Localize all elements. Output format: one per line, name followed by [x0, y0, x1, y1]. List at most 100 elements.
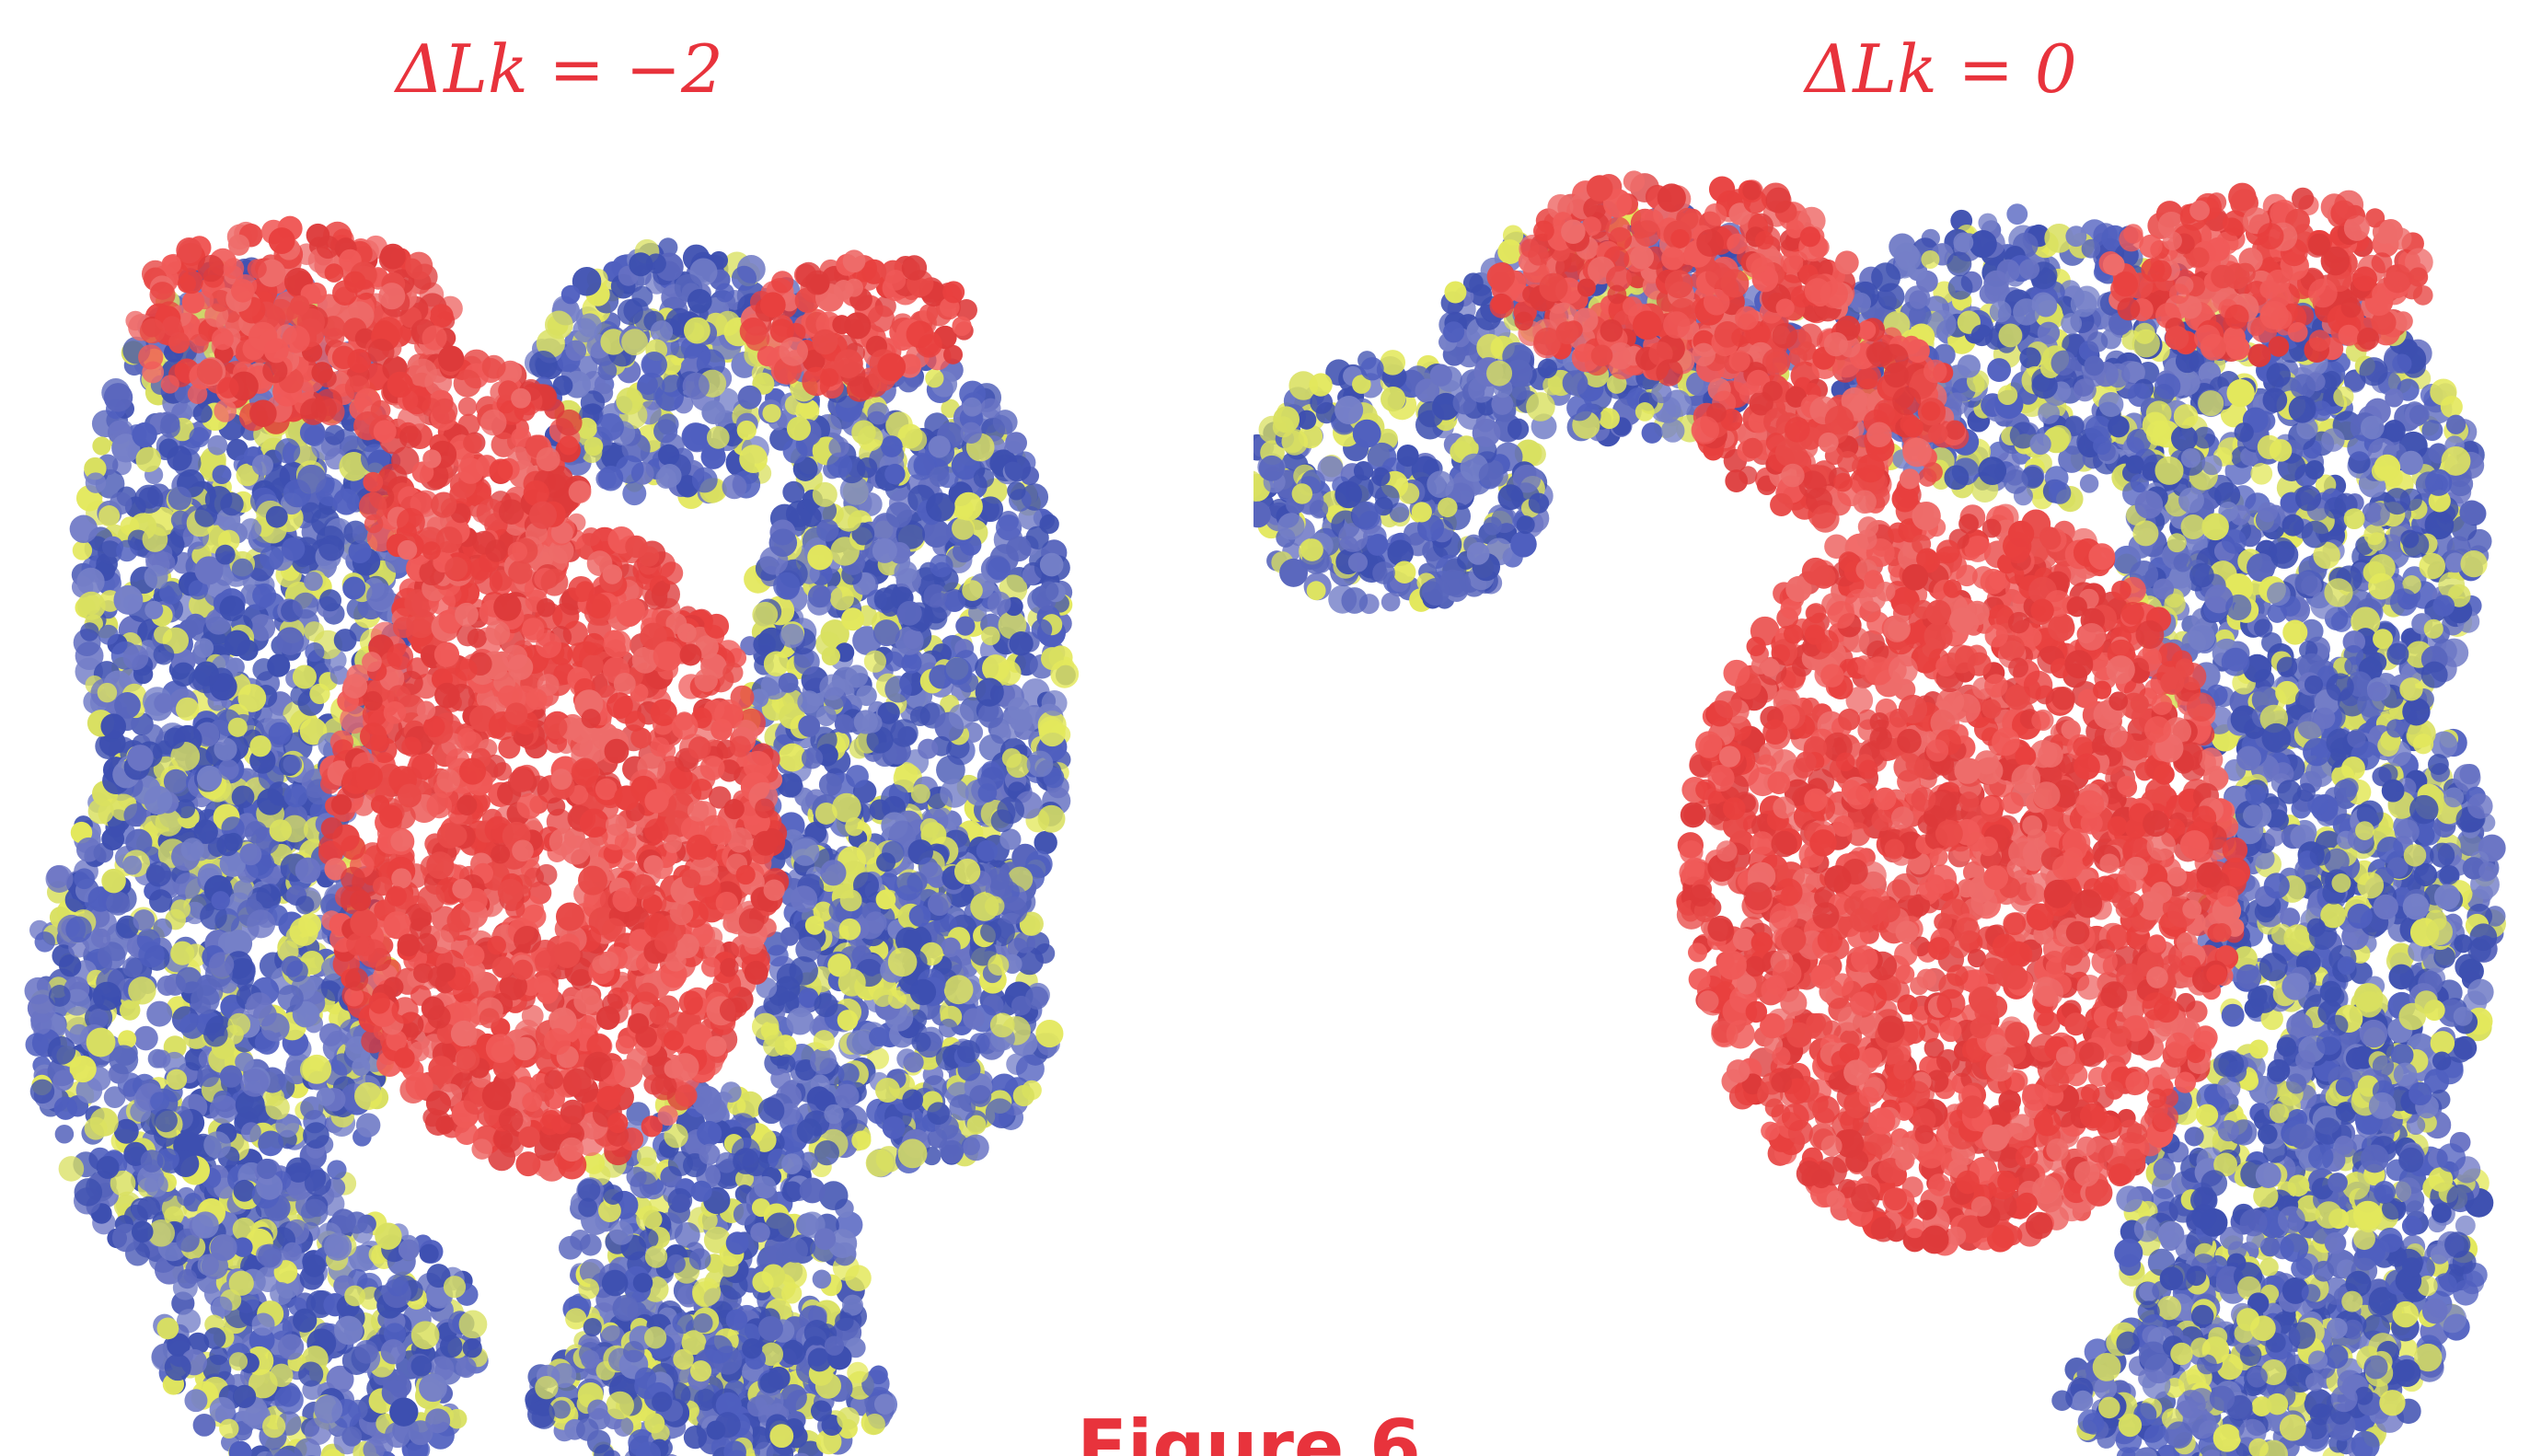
atom-sphere — [864, 651, 886, 673]
atom-sphere — [815, 803, 838, 825]
atom-sphere — [301, 1199, 328, 1226]
atom-sphere — [580, 1234, 602, 1256]
atom-sphere — [583, 1318, 602, 1336]
atom-sphere — [113, 585, 143, 615]
atom-sphere — [293, 593, 319, 619]
atom-sphere — [810, 1047, 837, 1074]
atom-sphere — [171, 663, 195, 687]
atom-sphere — [134, 485, 163, 514]
atom-sphere — [252, 455, 273, 476]
atom-sphere — [875, 1078, 900, 1103]
atom-sphere — [835, 714, 854, 734]
atom-sphere — [297, 465, 327, 494]
atom-sphere — [798, 715, 820, 737]
atom-sphere — [637, 1146, 657, 1166]
atom-sphere — [334, 629, 357, 652]
atom-sphere — [874, 587, 897, 610]
atom-sphere — [545, 311, 573, 340]
atom-sphere — [930, 554, 953, 577]
atom-sphere — [701, 400, 725, 424]
atom-sphere — [535, 1376, 558, 1399]
atom-sphere — [762, 404, 780, 422]
atom-sphere — [283, 783, 307, 807]
atom-sphere — [304, 572, 323, 591]
atom-sphere — [295, 858, 321, 884]
atom-sphere — [69, 1024, 88, 1044]
atom-sphere — [98, 683, 117, 702]
atom-sphere — [319, 589, 341, 611]
atom-sphere — [773, 572, 800, 599]
atom-sphere — [35, 931, 55, 952]
atom-sphere — [627, 1167, 647, 1187]
atom-sphere — [939, 1019, 958, 1038]
atom-sphere — [955, 616, 975, 635]
atom-sphere — [420, 1244, 439, 1264]
atom-sphere — [411, 1356, 433, 1377]
atom-sphere — [552, 1400, 571, 1418]
atom-sphere — [941, 1140, 964, 1163]
atom-sphere — [565, 341, 586, 362]
atom-sphere — [209, 952, 234, 976]
atom-sphere — [980, 921, 1001, 942]
atom-sphere — [146, 861, 171, 886]
atom-sphere — [298, 1361, 323, 1386]
atom-sphere — [876, 852, 895, 872]
atom-sphere — [104, 383, 133, 411]
atom-sphere — [737, 421, 757, 440]
atom-sphere — [976, 840, 998, 861]
atom-sphere — [167, 1069, 188, 1091]
atom-sphere — [1040, 553, 1064, 577]
atom-sphere — [786, 1008, 814, 1035]
atom-sphere — [835, 1084, 860, 1109]
atom-sphere — [411, 1321, 440, 1349]
atom-sphere — [90, 1108, 119, 1137]
atom-sphere — [354, 1082, 382, 1110]
atom-sphere — [354, 1340, 378, 1364]
atom-sphere — [782, 1237, 808, 1263]
atom-sphere — [211, 891, 229, 909]
atom-sphere — [697, 1121, 722, 1146]
atom-sphere — [944, 975, 974, 1004]
atom-sphere — [978, 703, 1004, 729]
atom-sphere — [218, 759, 238, 780]
atom-sphere — [682, 422, 710, 451]
atom-sphere — [911, 784, 930, 803]
atom-sphere — [317, 1088, 335, 1106]
atom-sphere — [894, 560, 917, 584]
atom-sphere — [399, 1240, 420, 1261]
atom-sphere — [527, 1401, 555, 1428]
atom-sphere — [895, 872, 923, 901]
atom-sphere — [247, 909, 275, 938]
atom-sphere — [159, 438, 179, 457]
atom-sphere — [961, 422, 982, 444]
atom-sphere — [26, 1033, 50, 1057]
atom-sphere — [692, 1277, 721, 1306]
atom-sphere — [787, 417, 811, 441]
atom-sphere — [927, 1102, 950, 1125]
atom-sphere — [621, 329, 648, 355]
atom-sphere — [986, 1098, 1014, 1127]
atom-sphere — [154, 1109, 177, 1132]
atom-sphere — [872, 538, 897, 563]
atom-sphere — [341, 1427, 362, 1447]
atom-sphere — [88, 798, 114, 824]
atom-sphere — [227, 1013, 250, 1036]
atom-sphere — [282, 537, 306, 561]
atom-sphere — [194, 504, 217, 527]
atom-sphere — [828, 436, 849, 456]
atom-sphere — [346, 1211, 368, 1233]
atom-sphere — [232, 785, 255, 808]
atom-sphere — [609, 1220, 633, 1244]
atom-sphere — [779, 673, 799, 693]
atom-sphere — [197, 766, 222, 791]
atom-sphere — [584, 437, 604, 456]
atom-sphere — [985, 896, 1005, 917]
atom-sphere — [982, 654, 1010, 682]
atom-sphere — [874, 1393, 895, 1415]
atom-sphere — [802, 747, 823, 768]
atom-sphere — [387, 1275, 409, 1297]
atom-sphere — [210, 1095, 238, 1124]
atom-sphere — [830, 586, 854, 610]
atom-sphere — [258, 1244, 282, 1268]
atom-sphere — [764, 652, 789, 676]
